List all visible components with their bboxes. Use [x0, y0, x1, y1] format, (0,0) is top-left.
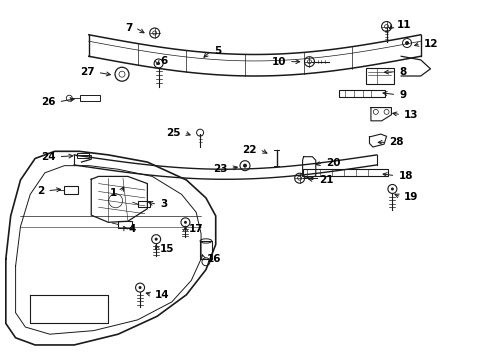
Text: 6: 6	[160, 56, 168, 66]
Circle shape	[243, 164, 247, 168]
Text: 18: 18	[398, 171, 413, 181]
Circle shape	[155, 238, 158, 241]
Text: 13: 13	[404, 110, 418, 120]
Text: 10: 10	[271, 57, 286, 67]
Bar	[118, 221, 132, 228]
Bar	[138, 201, 150, 207]
Text: 2: 2	[37, 186, 44, 196]
Text: 23: 23	[213, 163, 227, 174]
Bar	[76, 153, 89, 158]
Circle shape	[391, 188, 394, 190]
Text: 24: 24	[41, 152, 55, 162]
Bar	[339, 90, 385, 97]
Bar	[303, 168, 388, 176]
Text: 11: 11	[397, 20, 412, 30]
Text: 5: 5	[214, 46, 221, 56]
Text: 22: 22	[242, 144, 257, 154]
Text: 15: 15	[160, 244, 174, 254]
Bar	[80, 95, 99, 101]
Text: 16: 16	[206, 254, 221, 264]
Circle shape	[184, 221, 187, 224]
Text: 1: 1	[110, 188, 118, 198]
Text: 4: 4	[128, 225, 136, 234]
Text: 26: 26	[41, 97, 55, 107]
Text: 3: 3	[160, 199, 168, 210]
Text: 27: 27	[80, 67, 95, 77]
Bar	[64, 186, 78, 194]
Text: 7: 7	[125, 23, 132, 33]
Circle shape	[157, 62, 160, 65]
Text: 20: 20	[326, 158, 341, 168]
Text: 12: 12	[424, 39, 438, 49]
Circle shape	[139, 286, 142, 289]
Bar	[366, 68, 394, 84]
Text: 19: 19	[404, 192, 418, 202]
Text: 17: 17	[189, 225, 203, 234]
Text: 9: 9	[399, 90, 406, 100]
Circle shape	[405, 41, 409, 45]
Text: 21: 21	[319, 175, 333, 185]
Text: 28: 28	[390, 138, 404, 147]
Text: 14: 14	[155, 290, 170, 300]
Text: 8: 8	[399, 67, 407, 77]
Text: 25: 25	[167, 128, 181, 138]
